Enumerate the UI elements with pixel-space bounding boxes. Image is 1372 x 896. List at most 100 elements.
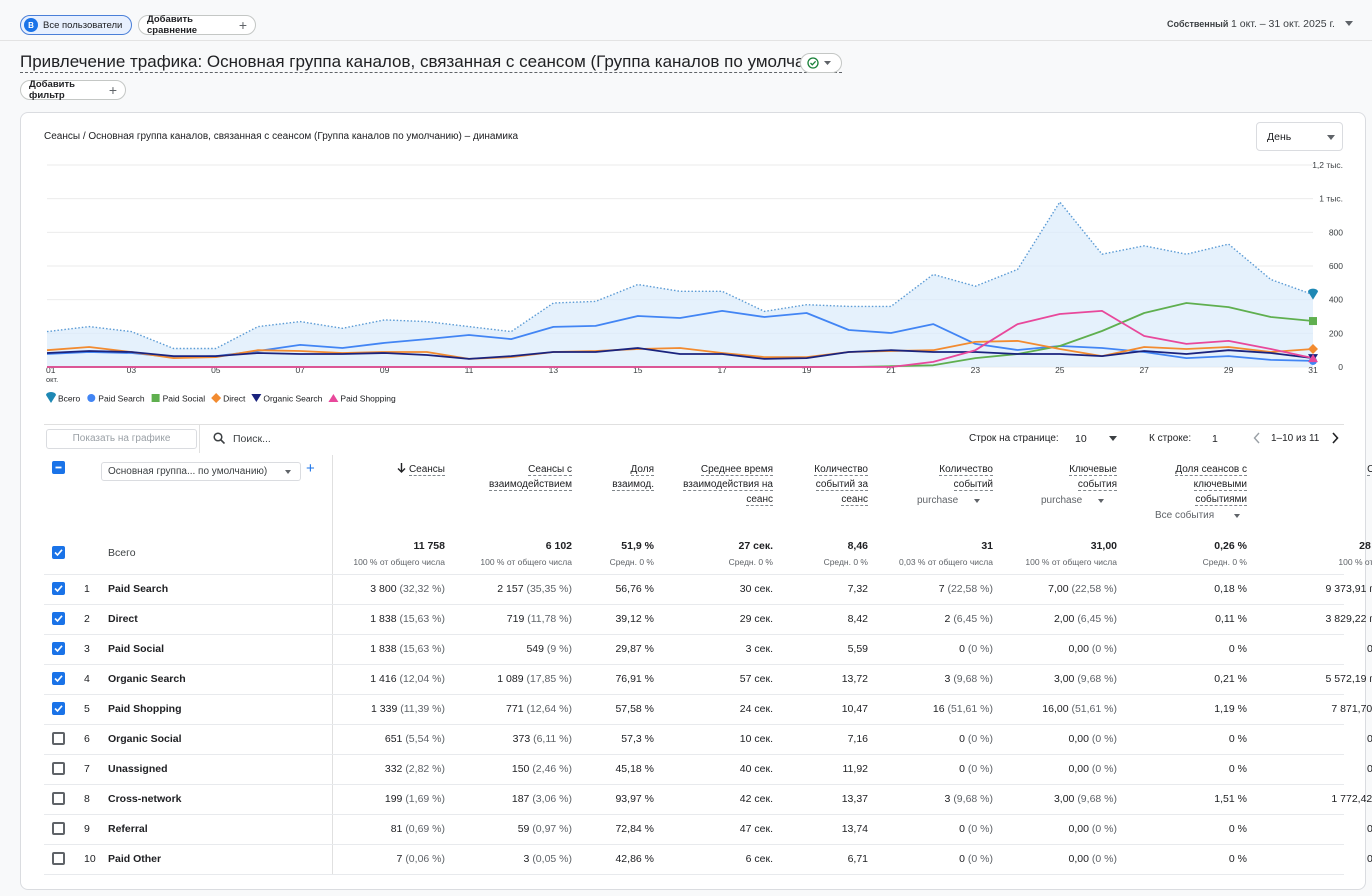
column-header[interactable]: Доля сеансов с ключевыми событиями [1147, 462, 1247, 507]
cell-value: 16 [932, 703, 945, 715]
x-tick-label: 05 [211, 365, 221, 375]
column-sub[interactable]: Все события [1155, 510, 1215, 521]
legend-label: Paid Shopping [340, 394, 396, 404]
cell: 59 (0,97 %) [392, 823, 572, 835]
row-name[interactable]: Paid Shopping [108, 703, 182, 715]
cell: 1 838 (15,63 %) [265, 613, 445, 625]
cell-value: 13,72 [841, 673, 868, 685]
show-on-chart[interactable]: Показать на графике [46, 429, 197, 449]
cell-value: 8,42 [847, 613, 868, 625]
cell-share: (5,54 %) [405, 733, 445, 745]
go-to-row[interactable]: 1 [1212, 433, 1218, 445]
row-checkbox[interactable] [52, 792, 65, 805]
row-name[interactable]: Organic Search [108, 673, 186, 685]
cell-value: 0 % [1228, 823, 1247, 835]
cell-value: 771 [506, 703, 524, 715]
row-name[interactable]: Paid Search [108, 583, 169, 595]
cell-value: 6 сек. [745, 853, 773, 865]
row-checkbox[interactable] [52, 852, 65, 865]
row-number: 7 [84, 763, 90, 775]
row-checkbox[interactable] [52, 582, 65, 595]
row-checkbox[interactable] [52, 762, 65, 775]
cell-value: 0 % [1228, 733, 1247, 745]
area [47, 202, 1313, 367]
row-checkbox[interactable] [52, 642, 65, 655]
column-sub[interactable]: purchase [917, 495, 959, 506]
check [54, 645, 63, 653]
row-checkbox[interactable] [52, 612, 65, 625]
cell-share: (0 %) [1091, 853, 1117, 865]
cell-share: (0 %) [967, 853, 993, 865]
column-header[interactable]: Количество событий за сеанс [798, 462, 868, 507]
cell-value: 0 [959, 823, 965, 835]
row-name[interactable]: Organic Social [108, 733, 182, 745]
row-name[interactable]: Direct [108, 613, 138, 625]
cell: 199 (1,69 %) [265, 793, 445, 805]
select-all[interactable] [52, 461, 65, 474]
date-caret [1345, 21, 1353, 26]
caret [1109, 436, 1117, 441]
cell-value: 3 829,22 грн. [1325, 613, 1372, 625]
row-name[interactable]: Referral [108, 823, 148, 835]
column-sub[interactable]: purchase [1041, 495, 1083, 506]
column-header[interactable]: Количество событий [918, 462, 993, 492]
cell-share: (0 %) [967, 643, 993, 655]
segment-chip[interactable]: B Все пользователи [20, 15, 132, 35]
cell-value: 9 373,91 грн. [1325, 583, 1372, 595]
dimension-select[interactable]: Основная группа... по умолчанию) [101, 462, 301, 481]
granularity-select[interactable]: День [1256, 122, 1343, 151]
column-header[interactable]: Ключевые события [1052, 462, 1117, 492]
add-dimension[interactable]: + [306, 460, 315, 477]
total-value: 0,26 % [1214, 540, 1247, 552]
check [54, 585, 63, 593]
row-line [44, 724, 1344, 725]
cell: 5 572,19 грн. (1 [1220, 673, 1372, 685]
row-checkbox[interactable] [52, 822, 65, 835]
rows-per-page[interactable]: 10 [1075, 433, 1087, 445]
cell-value: 81 [390, 823, 403, 835]
add-comparison[interactable]: Добавить сравнение + [138, 14, 256, 36]
title-status[interactable] [800, 53, 842, 73]
column-header[interactable]: Общий [1320, 462, 1372, 477]
cell-value: 11,92 [842, 763, 869, 775]
cell: 16,00 (51,61 %) [937, 703, 1117, 715]
cell-value: 1 838 [370, 613, 397, 625]
cell-value: 651 [384, 733, 403, 745]
cell: 0 (0 %) [813, 823, 993, 835]
row-name[interactable]: Paid Social [108, 643, 165, 655]
cell-value: 1 416 [370, 673, 397, 685]
prev-page[interactable] [1253, 432, 1261, 444]
cell-share: (2,82 %) [405, 763, 445, 775]
row-checkbox[interactable] [52, 672, 65, 685]
cell-value: 0,00 [1068, 853, 1089, 865]
next-page[interactable] [1331, 432, 1339, 444]
row-name[interactable]: Unassigned [108, 763, 168, 775]
cell-value: 76,91 % [615, 673, 654, 685]
column-header[interactable]: Сеансы с взаимодействием [462, 462, 572, 492]
check [54, 675, 63, 683]
cell-value: 29,87 % [615, 643, 654, 655]
cell-share: (11,39 %) [400, 703, 445, 715]
cell-value: 1 089 [497, 673, 524, 685]
total-value: 8,46 [847, 540, 868, 552]
cell: 0 (0 %) [813, 643, 993, 655]
search-input[interactable]: Поиск... [233, 433, 271, 445]
row-name[interactable]: Cross-network [108, 793, 182, 805]
row-checkbox[interactable] [52, 732, 65, 745]
x-tick-label: 13 [549, 365, 559, 375]
cell-share: (0 %) [1091, 763, 1117, 775]
cell-share: (15,63 %) [399, 613, 445, 625]
check [54, 615, 63, 623]
row-checkbox[interactable] [52, 546, 65, 559]
date-range[interactable]: 1 окт. – 31 окт. 2025 г. [1231, 18, 1335, 30]
cell: 2 157 (35,35 %) [392, 583, 572, 595]
cell-value: 2,00 [1053, 613, 1075, 625]
column-header[interactable]: Доля взаимод. [594, 462, 654, 492]
add-filter[interactable]: Добавить фильтр + [20, 79, 126, 101]
row-name[interactable]: Paid Other [108, 853, 162, 865]
cell-value: 0,00 гр [1366, 853, 1372, 865]
row-checkbox[interactable] [52, 702, 65, 715]
total-sub: 100 % от общего числа [353, 557, 445, 567]
column-header[interactable]: Сеансы [355, 462, 445, 477]
column-header[interactable]: Среднее время взаимодействия на сеанс [678, 462, 773, 507]
